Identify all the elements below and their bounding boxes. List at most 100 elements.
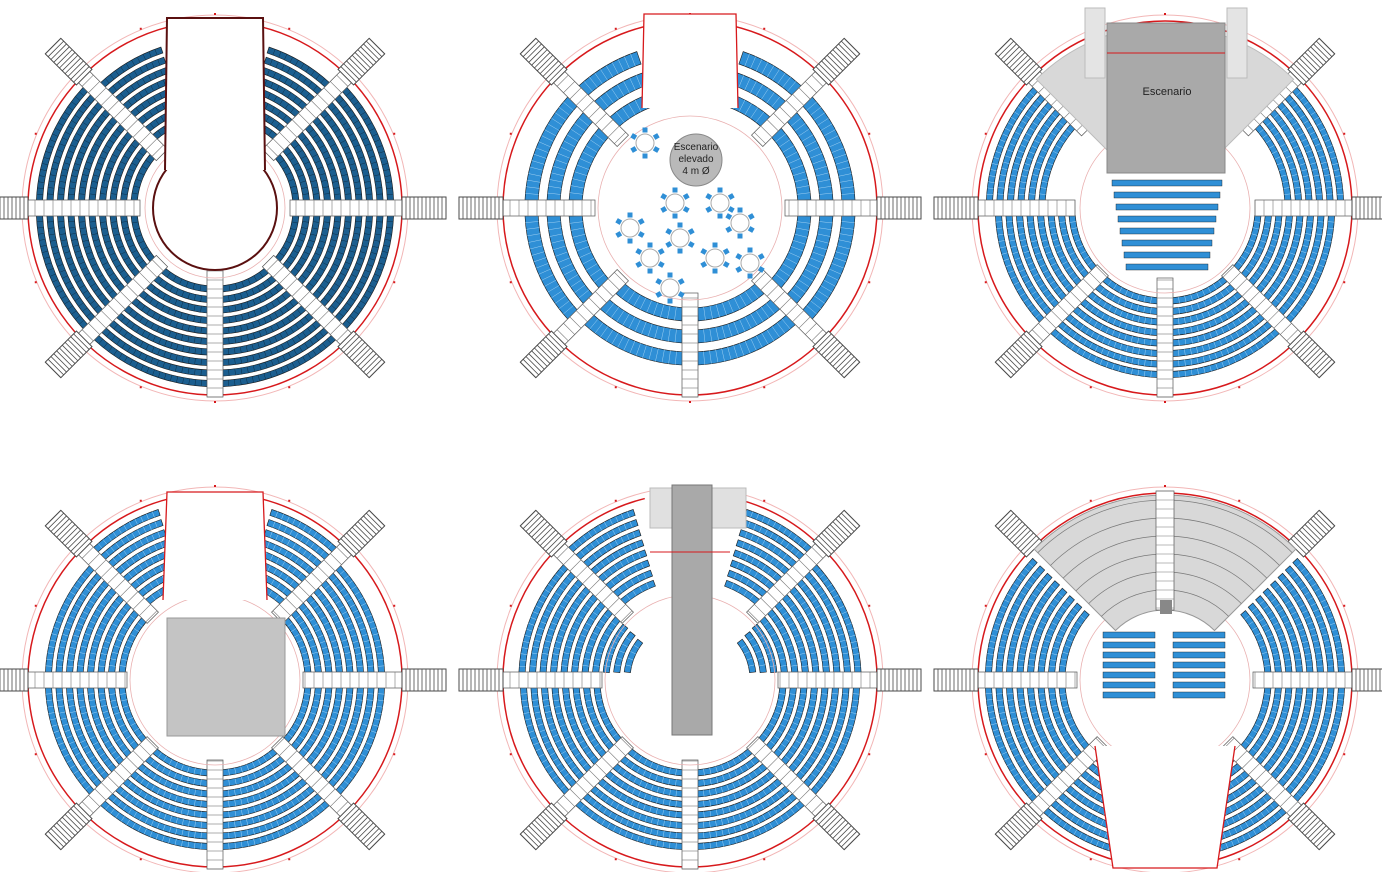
seat-block-seat xyxy=(352,746,359,751)
seat-block-seat xyxy=(251,288,255,295)
seat-block-seat xyxy=(75,279,82,284)
seat-block-seat xyxy=(1280,245,1287,248)
aisle-tread xyxy=(330,323,342,335)
seat-block-row xyxy=(582,529,642,568)
seat-block-seat xyxy=(1143,338,1146,345)
seat-block-seat xyxy=(1246,245,1253,249)
seat-block-seat xyxy=(292,96,297,102)
seat-block-seat xyxy=(308,801,313,807)
seat-block-seat xyxy=(566,576,572,581)
seat-block-seat xyxy=(532,705,540,708)
seat-block-seat xyxy=(565,705,572,708)
seat-block-seat xyxy=(140,364,144,371)
seat-block-seat xyxy=(355,705,362,707)
seat-block-seat xyxy=(138,260,144,265)
seat-block-seat xyxy=(93,174,100,177)
seat-block-seat xyxy=(755,782,760,788)
seat-block-seat xyxy=(589,755,596,760)
seat-block-seat xyxy=(308,81,313,87)
seat-block-seat xyxy=(239,788,242,795)
seat-block-seat xyxy=(331,106,337,111)
seat-block-seat xyxy=(302,550,307,556)
seat-block-seat xyxy=(834,729,841,733)
round-stage xyxy=(669,133,723,187)
seat-block-seat xyxy=(812,665,819,667)
seat-block-seat xyxy=(1286,730,1293,733)
seat-block-seat xyxy=(1053,285,1059,291)
seat-block-seat xyxy=(82,174,89,177)
seat-block-seat xyxy=(111,335,116,341)
table-chair xyxy=(712,268,718,274)
aisle-tread xyxy=(563,81,575,93)
seat-block-seat xyxy=(162,824,166,831)
seat-block-seat xyxy=(1244,615,1250,620)
seat-block-seat xyxy=(621,513,624,520)
seat-block-seat xyxy=(529,166,543,171)
seat-block-seat xyxy=(999,139,1006,143)
seat-block-seat xyxy=(1274,752,1281,757)
seat-block-seat xyxy=(286,516,290,523)
seat-block-seat xyxy=(302,626,308,631)
seat-block-seat xyxy=(337,134,343,139)
seat-block-seat xyxy=(82,104,88,109)
stair-diagonal-step xyxy=(1310,353,1327,370)
seat-block-seat xyxy=(138,240,145,244)
seat-block-seat xyxy=(1005,264,1012,268)
seat-block-seat xyxy=(597,748,603,753)
seat-block-seat xyxy=(555,251,568,257)
seat-block-seat xyxy=(154,72,158,79)
seat-block-seat xyxy=(151,594,156,600)
seat-block-seat xyxy=(109,629,116,633)
stair-diagonal-step xyxy=(53,353,70,370)
seat-block-seat xyxy=(324,256,331,260)
seat-block-seat xyxy=(733,572,737,579)
seat-block-seat xyxy=(194,831,196,839)
seat-block-seat xyxy=(89,620,96,624)
seat-block-seat xyxy=(603,546,608,553)
boundary-tick xyxy=(984,753,987,756)
aisle-tread xyxy=(310,572,323,585)
seat-block-seat xyxy=(841,699,849,701)
seat-block-seat xyxy=(354,227,361,229)
seat-block-seat xyxy=(66,665,74,667)
seat-block-seat xyxy=(615,516,619,523)
seat-block-seat xyxy=(344,193,352,195)
seat-block-seat xyxy=(535,717,542,720)
seat-block-seat xyxy=(282,165,289,170)
seat-block-seat xyxy=(1003,161,1010,164)
seat-block-seat xyxy=(348,132,355,137)
seat-block-seat xyxy=(97,250,104,254)
aisle-tread xyxy=(754,744,766,756)
seat-block-seat xyxy=(566,134,579,142)
seat-block-seat xyxy=(625,637,632,642)
seat-block-seat xyxy=(54,284,61,289)
seat-block-seat xyxy=(313,699,320,702)
seat-block-seat xyxy=(523,641,530,643)
seat-block-seat xyxy=(144,355,148,361)
seat-block-seat xyxy=(60,717,67,720)
seat-block-seat xyxy=(287,564,291,571)
seat-block-seat xyxy=(330,174,337,177)
aisle-tread xyxy=(317,310,330,323)
seat-block-seat xyxy=(385,233,392,235)
aisle-tread xyxy=(113,297,126,310)
seat-block-seat xyxy=(575,734,582,739)
stair-side xyxy=(876,196,922,220)
floor-row xyxy=(1117,215,1217,223)
table-chair xyxy=(747,226,755,233)
seat-block-seat xyxy=(133,228,140,231)
seat-block-seat xyxy=(1031,308,1037,313)
seat-block-seat xyxy=(593,743,600,748)
seat-block-seat xyxy=(755,59,763,72)
stair-diagonal-step xyxy=(64,57,81,74)
seat-block-seat xyxy=(269,349,273,356)
seat-block-seat xyxy=(832,759,839,763)
seat-block-seat xyxy=(346,109,352,114)
seat-block-seat xyxy=(561,665,568,667)
seat-block-seat xyxy=(1313,276,1320,280)
seat-block-seat xyxy=(283,828,287,835)
seat-block-seat xyxy=(87,665,95,667)
seat-block-seat xyxy=(1024,280,1031,284)
seat-block-seat xyxy=(576,246,590,252)
seat-block-seat xyxy=(1291,246,1298,249)
